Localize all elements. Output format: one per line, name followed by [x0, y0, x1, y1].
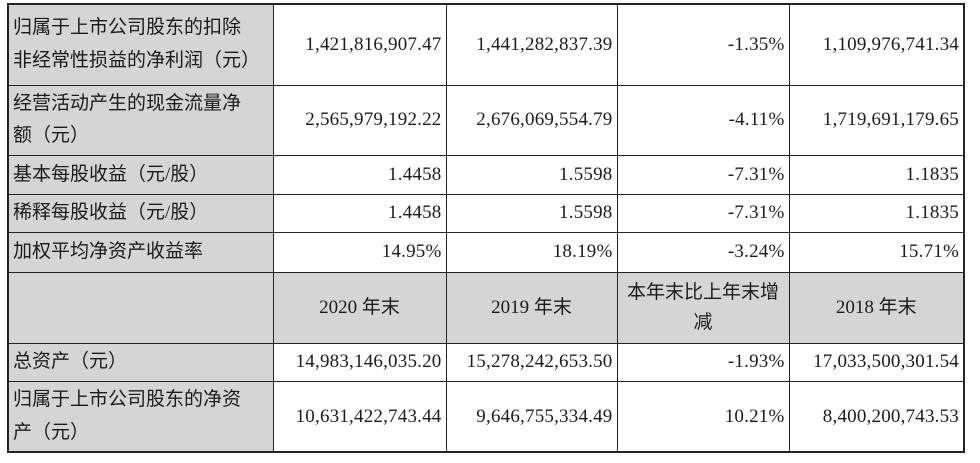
header-change-year-end: 本年末比上年末增 减: [616, 271, 790, 344]
cell-2019-weighted-avg-roe: 18.19%: [445, 231, 618, 273]
table-row-deducted-net-profit: 归属于上市公司股东的扣除 非经常性损益的净利润（元） 1,421,816,907…: [7, 3, 965, 86]
row-label-basic-eps: 基本每股收益（元/股）: [7, 154, 274, 195]
row-label-diluted-eps: 稀释每股收益（元/股）: [7, 193, 274, 233]
cell-change-total-assets: -1.93%: [616, 342, 790, 382]
header-2018-year-end: 2018 年末: [788, 271, 965, 344]
cell-2018-weighted-avg-roe: 15.71%: [788, 231, 965, 273]
cell-2018-net-assets: 8,400,200,743.53: [788, 380, 965, 453]
row-label-operating-cash-flow: 经营活动产生的现金流量净 额（元）: [7, 84, 274, 156]
cell-2020-weighted-avg-roe: 14.95%: [272, 231, 447, 273]
cell-2020-diluted-eps: 1.4458: [272, 193, 447, 233]
table-row-weighted-avg-roe: 加权平均净资产收益率 14.95% 18.19% -3.24% 15.71%: [7, 231, 965, 273]
cell-change-diluted-eps: -7.31%: [616, 193, 790, 233]
cell-2018-operating-cash-flow: 1,719,691,179.65: [788, 84, 965, 156]
cell-2018-diluted-eps: 1.1835: [788, 193, 965, 233]
cell-2018-deducted-net-profit: 1,109,976,741.34: [788, 3, 965, 86]
header-2020-year-end: 2020 年末: [272, 271, 447, 344]
cell-2020-net-assets: 10,631,422,743.44: [272, 380, 447, 453]
cell-2019-net-assets: 9,646,755,334.49: [445, 380, 618, 453]
cell-change-weighted-avg-roe: -3.24%: [616, 231, 790, 273]
table-row-total-assets: 总资产（元） 14,983,146,035.20 15,278,242,653.…: [7, 342, 965, 382]
row-label-deducted-net-profit: 归属于上市公司股东的扣除 非经常性损益的净利润（元）: [7, 3, 274, 86]
table-row-diluted-eps: 稀释每股收益（元/股） 1.4458 1.5598 -7.31% 1.1835: [7, 193, 965, 233]
cell-2019-basic-eps: 1.5598: [445, 154, 618, 195]
cell-change-net-assets: 10.21%: [616, 380, 790, 453]
financial-summary-table: 归属于上市公司股东的扣除 非经常性损益的净利润（元） 1,421,816,907…: [7, 3, 965, 454]
row-label-total-assets: 总资产（元）: [7, 342, 274, 382]
header-2019-year-end: 2019 年末: [445, 271, 618, 344]
cell-change-deducted-net-profit: -1.35%: [616, 3, 790, 86]
cell-2019-total-assets: 15,278,242,653.50: [445, 342, 618, 382]
cell-2019-operating-cash-flow: 2,676,069,554.79: [445, 84, 618, 156]
table-row-basic-eps: 基本每股收益（元/股） 1.4458 1.5598 -7.31% 1.1835: [7, 154, 965, 195]
cell-2018-basic-eps: 1.1835: [788, 154, 965, 195]
table-row-operating-cash-flow: 经营活动产生的现金流量净 额（元） 2,565,979,192.22 2,676…: [7, 84, 965, 156]
cell-change-basic-eps: -7.31%: [616, 154, 790, 195]
table-row-net-assets: 归属于上市公司股东的净资 产（元） 10,631,422,743.44 9,64…: [7, 380, 965, 453]
cell-2020-deducted-net-profit: 1,421,816,907.47: [272, 3, 447, 86]
cell-2020-operating-cash-flow: 2,565,979,192.22: [272, 84, 447, 156]
cell-2018-total-assets: 17,033,500,301.54: [788, 342, 965, 382]
cell-2019-deducted-net-profit: 1,441,282,837.39: [445, 3, 618, 86]
cell-2020-basic-eps: 1.4458: [272, 154, 447, 195]
row-label-weighted-avg-roe: 加权平均净资产收益率: [7, 231, 274, 273]
cell-change-operating-cash-flow: -4.11%: [616, 84, 790, 156]
cell-2020-total-assets: 14,983,146,035.20: [272, 342, 447, 382]
table-header-row-year-end: 2020 年末 2019 年末 本年末比上年末增 减 2018 年末: [7, 271, 965, 344]
cell-2019-diluted-eps: 1.5598: [445, 193, 618, 233]
header-empty-cell: [7, 271, 274, 344]
row-label-net-assets: 归属于上市公司股东的净资 产（元）: [7, 380, 274, 453]
